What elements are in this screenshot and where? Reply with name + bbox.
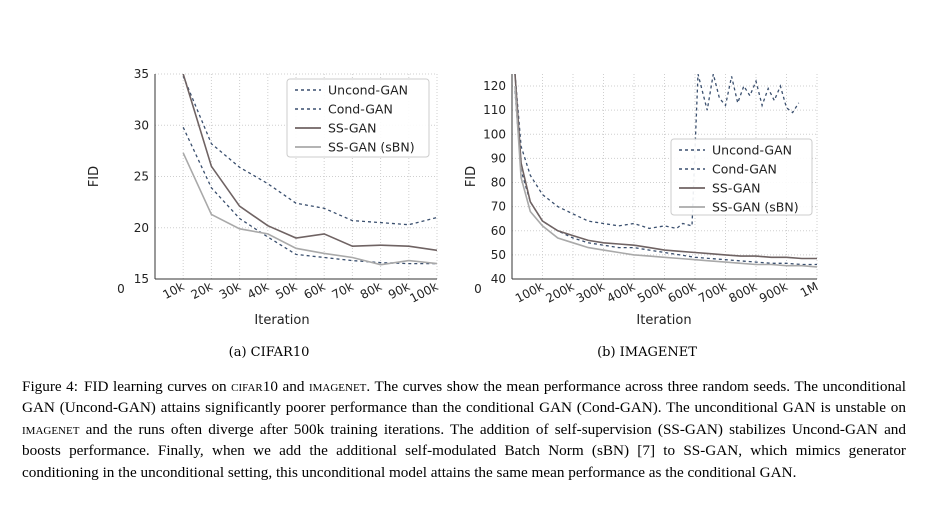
x-tick-label: 10k [160, 279, 186, 302]
subcaption: (a) CIFAR10 [229, 345, 310, 360]
x-tick-label: 200k [543, 279, 576, 305]
x-tick-label: 300k [574, 279, 607, 305]
y-axis-label: FID [87, 166, 102, 187]
figure-label: Figure 4: [22, 378, 78, 395]
x-tick-label: 0 [474, 282, 482, 296]
series-line-ss-gan-sbn [182, 152, 437, 266]
legend-entry: Cond-GAN [712, 162, 777, 177]
x-tick-label: 0 [117, 282, 125, 296]
x-tick-label: 30k [217, 279, 243, 302]
chart-imagenet: 40 50 60 70 80 90 100 110 120 0 100k200k300k400k50… [464, 74, 820, 360]
x-tick-label: 60k [301, 279, 327, 302]
x-tick-label: 100k [513, 279, 546, 305]
legend-entry: SS-GAN (sBN) [712, 200, 799, 215]
y-tick-label: 120 [483, 79, 506, 93]
x-tick-label: 80k [358, 279, 384, 302]
x-tick-label: 600k [665, 279, 698, 305]
y-tick-label: 15 [134, 272, 149, 286]
plot-area [182, 74, 437, 266]
caption-dataset-name: imagenet [308, 378, 367, 395]
y-tick-label: 60 [491, 224, 506, 238]
x-tick-label: 20k [189, 279, 215, 302]
x-tick-label: 800k [726, 279, 759, 305]
y-tick-label: 20 [134, 221, 149, 235]
legend-box [670, 138, 813, 216]
subcaption: (b) IMAGENET [597, 345, 697, 360]
caption-segment: FID learning curves on [84, 378, 232, 395]
caption-dataset-name: cifar [231, 378, 263, 395]
y-tick-label: 40 [491, 272, 506, 286]
x-tick-label: 70k [330, 279, 356, 302]
legend-entry: SS-GAN [328, 121, 376, 136]
y-tick-label: 25 [134, 170, 149, 184]
caption-segment: . The curves show the mean performance a… [22, 378, 906, 417]
series-line-uncond-gan [514, 74, 800, 230]
plot-area [514, 74, 817, 268]
x-tick-label: 90k [386, 279, 412, 302]
legend-entry: SS-GAN [712, 181, 760, 196]
legend-entry: Uncond-GAN [712, 143, 792, 158]
caption-dataset-name: imagenet [22, 420, 80, 438]
series-line-ss-gan [514, 74, 817, 260]
series-line-ss-gan-sbn [514, 86, 817, 268]
x-tick-label: 900k [757, 279, 790, 305]
x-tick-label: 1M [798, 279, 820, 300]
series-line-ss-gan [182, 74, 437, 252]
caption-text: FID learning curves on cifar10 and image… [22, 378, 906, 481]
y-tick-label: 100 [483, 127, 506, 141]
legend-entry: Uncond-GAN [328, 83, 408, 98]
y-tick-label: 90 [491, 151, 506, 165]
y-tick-label: 30 [134, 118, 149, 132]
x-tick-label: 50k [273, 279, 299, 302]
x-tick-label: 400k [604, 279, 637, 305]
chart-cifar10: 15 20 25 30 35 0 10k 20k 30k 40k 50k 60k 70k 80k 90k10… [87, 67, 440, 360]
y-tick-label: 70 [491, 200, 506, 214]
x-tick-label: 100k [407, 279, 440, 305]
caption-segment: 10 and [262, 378, 309, 395]
x-tick-label: 40k [245, 279, 271, 302]
y-tick-label: 50 [491, 248, 506, 262]
y-tick-label: 80 [491, 176, 506, 190]
legend-box [286, 78, 430, 158]
y-tick-label: 35 [134, 67, 149, 81]
legend-entry: Cond-GAN [328, 102, 393, 117]
series-line-uncond-gan [182, 75, 437, 226]
x-tick-label: 500k [635, 279, 668, 305]
legend-entry: SS-GAN (sBN) [328, 140, 415, 155]
x-axis-label: Iteration [254, 313, 309, 328]
x-axis-label: Iteration [636, 313, 691, 328]
figure-caption: Figure 4: FID learning curves on cifar10 … [22, 376, 906, 483]
caption-segment: and the runs often diverge after 500k tr… [22, 420, 906, 481]
y-tick-label: 110 [483, 103, 506, 117]
y-axis-label: FID [464, 166, 479, 187]
x-tick-label: 700k [696, 279, 729, 305]
